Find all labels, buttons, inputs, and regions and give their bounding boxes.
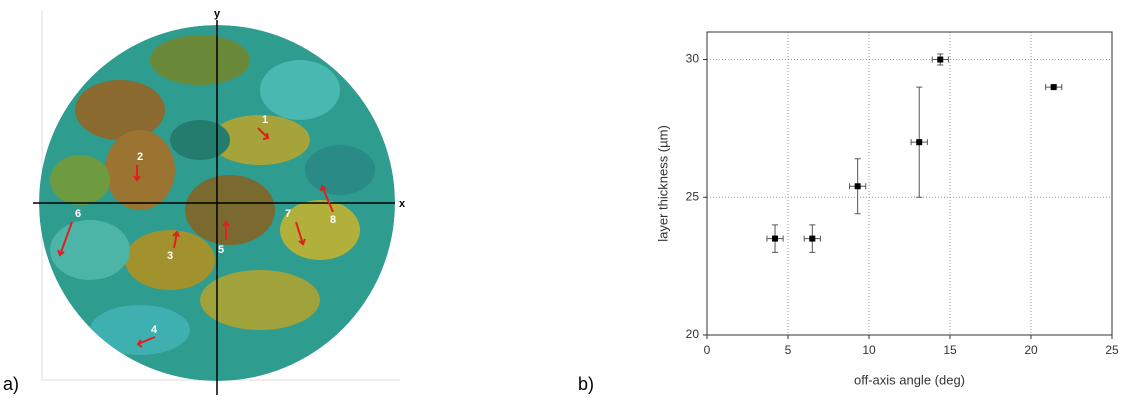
x-tick-label: 10	[862, 343, 876, 357]
arrows	[57, 127, 334, 348]
panel-b: 0 5 10 15 20 25 20 25 30 off-axis angle (deg) laye…	[655, 31, 1119, 387]
marker-label: 8	[330, 214, 336, 226]
y-tick-label: 30	[686, 52, 700, 66]
axis-label: y	[214, 8, 221, 20]
marker-label: 7	[285, 208, 291, 220]
plot-frame	[706, 31, 1113, 336]
marker-label: 5	[218, 244, 224, 256]
panel-a: x y 1 2 3 4 5 6 7 8 a)	[3, 8, 406, 395]
point	[1050, 84, 1057, 91]
x-tick-label: 15	[943, 343, 957, 357]
marker-label: 2	[137, 151, 143, 163]
x-tick-label: 20	[1024, 343, 1038, 357]
x-tick-label: 5	[785, 343, 792, 357]
point	[772, 235, 779, 242]
panel-label: a)	[3, 374, 19, 394]
point	[916, 139, 923, 146]
point	[809, 235, 816, 242]
y-tick-label: 25	[686, 189, 700, 203]
y-axis-title: layer thickness (µm)	[655, 125, 670, 242]
marker-label: 6	[75, 208, 81, 220]
marker-label: 1	[262, 114, 268, 126]
axis-label: x	[399, 198, 406, 210]
x-tick-label: 25	[1105, 343, 1119, 357]
x-axis-title: off-axis angle (deg)	[854, 372, 965, 387]
x-tick-label: 0	[704, 343, 711, 357]
marker-label: 4	[151, 324, 158, 336]
marker-label: 3	[167, 250, 173, 262]
panel-label: b)	[578, 374, 594, 394]
point	[937, 56, 944, 63]
y-tick-label: 20	[686, 327, 700, 341]
point	[854, 183, 861, 190]
